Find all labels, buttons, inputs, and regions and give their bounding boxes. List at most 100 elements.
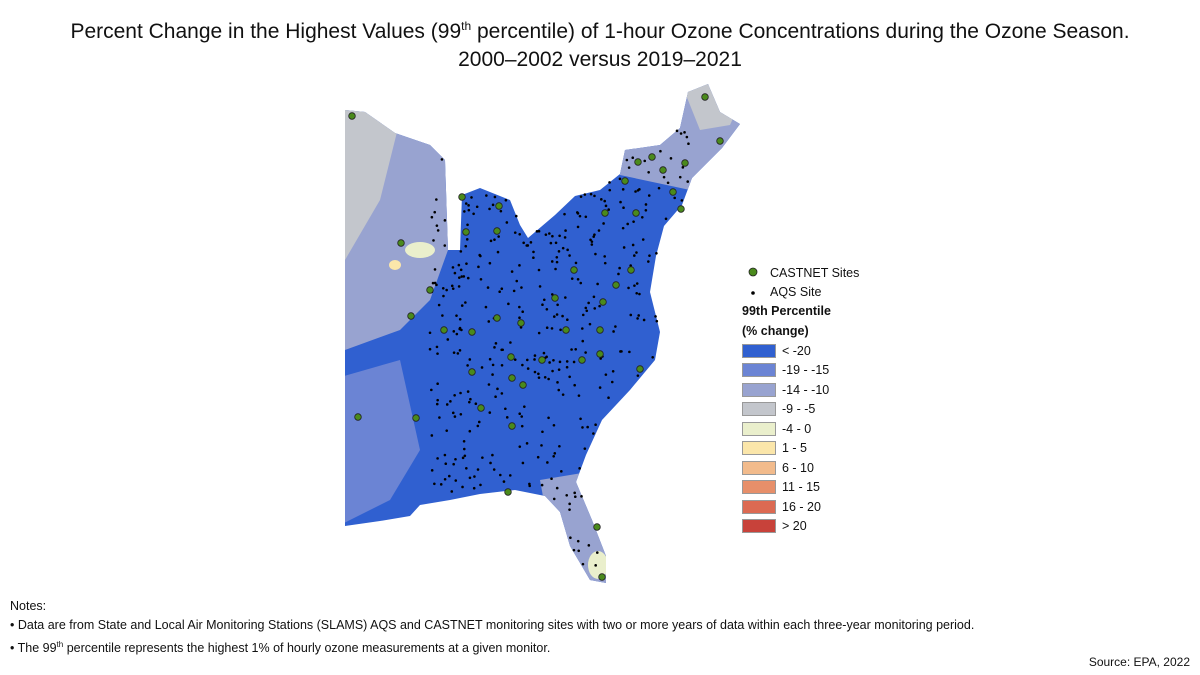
- aqs-site: [533, 354, 537, 357]
- legend-swatch: [742, 499, 776, 514]
- aqs-site: [550, 477, 553, 481]
- aqs-site: [648, 254, 651, 257]
- aqs-site: [465, 262, 468, 265]
- region-florida-4-0: [588, 551, 608, 579]
- aqs-site: [679, 132, 683, 135]
- aqs-site: [481, 456, 484, 459]
- legend-class: 11 - 15: [742, 478, 859, 498]
- aqs-site: [542, 351, 546, 355]
- aqs-site: [618, 266, 621, 270]
- castnet-site: [716, 137, 724, 145]
- aqs-site: [451, 287, 455, 290]
- legend-class: > 20: [742, 517, 859, 537]
- region-southwest-19-15: [345, 360, 420, 530]
- aqs-site: [635, 251, 638, 254]
- aqs-site: [523, 405, 526, 408]
- aqs-symbol-icon: [742, 285, 764, 299]
- aqs-site: [475, 205, 479, 209]
- aqs-site: [522, 241, 525, 245]
- aqs-site: [685, 135, 689, 139]
- castnet-site: [634, 158, 642, 166]
- aqs-site: [505, 221, 509, 224]
- aqs-site: [627, 286, 630, 290]
- aqs-site: [664, 217, 668, 221]
- aqs-site: [542, 298, 546, 302]
- aqs-site: [551, 369, 554, 373]
- aqs-site: [584, 351, 587, 354]
- aqs-site: [491, 453, 494, 457]
- aqs-site: [436, 398, 439, 402]
- castnet-site: [701, 93, 709, 101]
- aqs-site: [583, 447, 587, 450]
- castnet-site: [596, 326, 604, 334]
- aqs-site: [533, 358, 536, 361]
- aqs-site: [535, 230, 539, 233]
- aqs-site: [439, 483, 443, 486]
- aqs-site: [565, 360, 569, 363]
- aqs-site: [576, 277, 580, 281]
- legend-class-label: -19 - -15: [782, 363, 830, 378]
- aqs-site: [554, 241, 558, 245]
- aqs-site: [507, 302, 510, 306]
- aqs-site: [537, 229, 541, 233]
- aqs-site: [628, 350, 631, 354]
- aqs-site: [518, 445, 522, 448]
- legend-swatch: [742, 441, 776, 456]
- aqs-site: [581, 313, 585, 317]
- aqs-site: [461, 456, 465, 460]
- aqs-site: [452, 462, 455, 466]
- castnet-site: [551, 294, 559, 302]
- aqs-site: [537, 372, 540, 376]
- aqs-site: [459, 391, 462, 395]
- aqs-site: [440, 158, 444, 161]
- aqs-site: [629, 313, 633, 317]
- castnet-site: [627, 266, 635, 274]
- aqs-site: [636, 317, 639, 320]
- aqs-site: [604, 373, 608, 376]
- aqs-site: [443, 244, 447, 247]
- aqs-site: [655, 251, 658, 255]
- note-sup: th: [56, 640, 64, 649]
- title-sup: th: [461, 19, 472, 33]
- aqs-site: [461, 485, 464, 489]
- aqs-site: [626, 222, 629, 226]
- aqs-site: [430, 434, 434, 437]
- aqs-site: [545, 355, 548, 359]
- castnet-site: [507, 353, 515, 361]
- aqs-site: [669, 157, 673, 160]
- aqs-site: [625, 158, 629, 162]
- aqs-site: [486, 286, 490, 289]
- aqs-site: [592, 432, 595, 435]
- aqs-site: [543, 375, 547, 379]
- aqs-site: [608, 181, 611, 184]
- legend-class: -4 - 0: [742, 419, 859, 439]
- aqs-site: [566, 318, 569, 322]
- aqs-site: [518, 305, 521, 309]
- aqs-site: [599, 357, 602, 360]
- aqs-site: [459, 268, 463, 272]
- legend-swatch: [742, 480, 776, 495]
- aqs-site: [622, 246, 626, 249]
- aqs-site: [466, 276, 470, 280]
- aqs-site: [612, 330, 615, 333]
- aqs-site: [510, 270, 514, 273]
- aqs-site: [466, 390, 470, 393]
- aqs-site: [488, 411, 492, 414]
- aqs-site: [617, 272, 620, 276]
- aqs-site: [572, 360, 576, 364]
- castnet-site: [598, 573, 606, 581]
- aqs-site: [500, 287, 504, 290]
- aqs-site: [584, 306, 588, 310]
- aqs-site: [644, 208, 648, 212]
- aqs-site: [538, 285, 542, 288]
- aqs-site: [554, 267, 557, 271]
- aqs-site: [532, 256, 535, 260]
- aqs-site: [464, 301, 467, 304]
- aqs-site: [548, 361, 551, 364]
- aqs-site: [558, 444, 561, 448]
- legend-swatch: [742, 343, 776, 358]
- castnet-site: [462, 228, 470, 236]
- aqs-site: [547, 416, 550, 420]
- aqs-site: [552, 497, 556, 501]
- aqs-site: [557, 368, 561, 371]
